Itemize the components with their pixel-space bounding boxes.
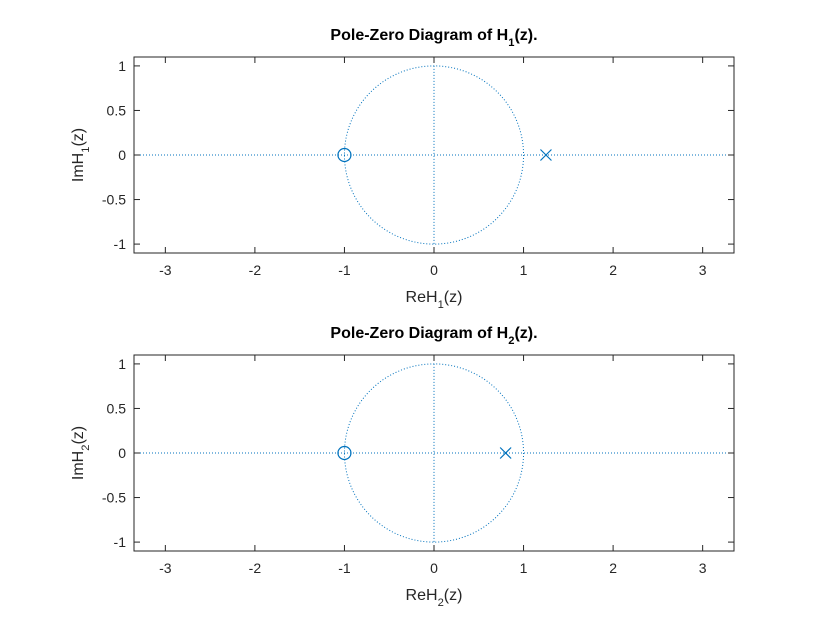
x-tick-label: -3 — [159, 560, 172, 576]
chart-title-suffix: (z). — [514, 325, 537, 342]
y-tick-label: -1 — [114, 236, 127, 252]
y-tick-label: 0.5 — [107, 400, 127, 416]
y-tick-label: 0 — [118, 445, 126, 461]
plot-area — [134, 65, 734, 245]
chart-title: Pole-Zero Diagram of H2(z). — [330, 325, 537, 347]
y-axis-label-subscript: 2 — [80, 445, 92, 451]
pole-marker — [499, 447, 512, 459]
plot-area — [134, 363, 734, 543]
zero-marker — [337, 147, 352, 163]
x-axis-label: ReH1(z) — [406, 289, 463, 311]
x-tick-label: 1 — [520, 560, 528, 576]
y-axis-label-suffix: (z) — [70, 426, 87, 445]
y-tick-label: 1 — [118, 356, 126, 372]
y-axis-label: ImH2(z) — [70, 426, 92, 480]
pole-marker — [540, 149, 552, 161]
x-axis-label-subscript: 2 — [438, 597, 444, 609]
x-tick-label: -2 — [249, 262, 262, 278]
x-tick-label: -3 — [159, 262, 172, 278]
x-tick-label: 2 — [609, 560, 617, 576]
x-tick-label: 3 — [699, 262, 707, 278]
x-tick-label: 2 — [609, 262, 617, 278]
y-tick-label: 0.5 — [107, 102, 127, 118]
x-axis-label-suffix: (z) — [444, 587, 463, 604]
x-tick-label: 1 — [520, 262, 528, 278]
y-axis-label-subscript: 1 — [80, 147, 92, 153]
pole-zero-plot-h2: -3 -2 -1 0 1 2 3 -1 -0.5 0 0.5 1 Pole-Zero Diagram o… — [70, 325, 735, 609]
x-tick-label: -1 — [338, 262, 351, 278]
zero-marker — [337, 445, 352, 461]
y-tick-label: -0.5 — [102, 490, 126, 506]
x-axis-label: ReH2(z) — [406, 587, 463, 609]
y-axis-label-suffix: (z) — [70, 128, 87, 147]
unit-circle — [343, 363, 525, 543]
unit-circle — [343, 65, 525, 245]
x-axis-label-main: ReH — [406, 587, 438, 604]
x-tick-label: -1 — [338, 560, 351, 576]
x-axis-label-suffix: (z) — [444, 289, 463, 306]
y-axis-label: ImH1(z) — [70, 128, 92, 182]
y-axis-label-main: ImH — [70, 153, 87, 182]
x-tick-label: -2 — [249, 560, 262, 576]
y-tick-label: 0 — [118, 147, 126, 163]
chart-title-subscript: 2 — [508, 335, 514, 347]
x-axis-label-subscript: 1 — [438, 299, 444, 311]
y-tick-label: 1 — [118, 58, 126, 74]
chart-title-main: Pole-Zero Diagram of H — [330, 27, 508, 44]
x-axis-label-main: ReH — [406, 289, 438, 306]
x-tick-label: 0 — [430, 560, 438, 576]
x-tick-label: 0 — [430, 262, 438, 278]
chart-title: Pole-Zero Diagram of H1(z). — [330, 27, 537, 49]
y-tick-label: -1 — [114, 534, 127, 550]
chart-title-suffix: (z). — [514, 27, 537, 44]
x-tick-label: 3 — [699, 560, 707, 576]
y-axis-label-main: ImH — [70, 451, 87, 480]
y-tick-label: -0.5 — [102, 192, 126, 208]
chart-title-main: Pole-Zero Diagram of H — [330, 325, 508, 342]
chart-title-subscript: 1 — [508, 37, 514, 49]
